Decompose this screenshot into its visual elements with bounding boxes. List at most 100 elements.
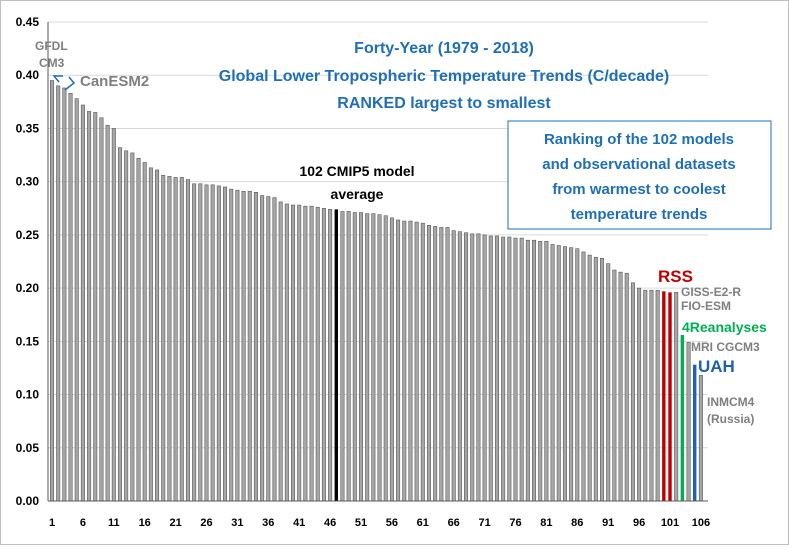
bar-51 (358, 212, 363, 502)
bar-58 (402, 220, 407, 502)
bars (49, 80, 703, 502)
ranking-note-line-3: from warmest to coolest (552, 181, 725, 198)
bar-104 (686, 342, 691, 502)
bar-87 (581, 251, 586, 502)
y-axis-tick-labels: 0.00 0.05 0.10 0.15 0.20 0.25 0.30 0.35 0.40 0.45 (16, 15, 40, 508)
x-tick-label: 61 (417, 517, 429, 529)
bar-73 (494, 235, 499, 502)
bar-6 (80, 104, 85, 502)
bar-94 (624, 272, 629, 502)
bar-1 (49, 80, 54, 502)
bar-14 (130, 152, 135, 502)
bar-31 (235, 189, 240, 502)
bar-22 (179, 177, 184, 502)
bar-98 (649, 289, 654, 502)
ranking-note-line-1: Ranking of the 102 models (544, 131, 734, 148)
x-tick-label: 106 (692, 517, 710, 529)
bar-97 (643, 289, 648, 502)
bar-65 (445, 227, 450, 502)
bar-99 (655, 289, 660, 502)
title-line-1: Forty-Year (1979 - 2018) (354, 40, 534, 57)
bar-67 (457, 231, 462, 502)
bar-88 (587, 254, 592, 502)
bar-82 (550, 244, 555, 502)
reanalyses-label: 4Reanalyses (682, 319, 767, 335)
bar-75 (507, 236, 512, 502)
bar-92 (612, 269, 617, 502)
bar-44 (315, 206, 320, 502)
y-tick-label: 0.20 (16, 281, 40, 295)
bar-25 (198, 183, 203, 502)
bar-40 (291, 204, 296, 502)
bar-101 (668, 292, 672, 501)
bar-15 (136, 157, 141, 502)
canesm-bracket-right (64, 76, 76, 91)
bar-57 (396, 219, 401, 502)
y-tick-label: 0.30 (16, 175, 40, 189)
y-tick-label: 0.45 (16, 15, 40, 29)
bar-28 (216, 185, 221, 502)
bar-91 (606, 263, 611, 502)
bar-59 (408, 220, 413, 502)
bar-96 (637, 287, 642, 502)
bar-105 (693, 364, 697, 501)
axes (47, 22, 708, 502)
bar-13 (124, 150, 129, 502)
bar-11 (111, 128, 116, 502)
bar-30 (229, 188, 234, 502)
bar-78 (525, 239, 530, 502)
bar-80 (538, 240, 543, 502)
bar-16 (142, 162, 147, 502)
bar-68 (464, 232, 469, 502)
bar-50 (352, 212, 357, 502)
x-tick-label: 76 (509, 517, 521, 529)
bar-55 (383, 215, 388, 502)
bar-60 (414, 221, 419, 502)
ranking-note-line-2: and observational datasets (542, 156, 735, 173)
bar-34 (253, 192, 258, 502)
bar-90 (600, 258, 605, 502)
bar-5 (74, 98, 79, 502)
title-line-2: Global Lower Tropospheric Temperature Tr… (219, 68, 669, 85)
average-label-line-1: 102 CMIP5 model (299, 163, 414, 179)
bar-84 (562, 246, 567, 502)
bar-86 (575, 248, 580, 502)
x-tick-label: 56 (386, 517, 398, 529)
bar-7 (87, 111, 92, 502)
annotation-model-average: 102 CMIP5 model average (299, 163, 414, 202)
bar-8 (93, 112, 98, 502)
bar-53 (371, 213, 376, 502)
bar-85 (569, 247, 574, 502)
bar-43 (309, 205, 314, 502)
bar-54 (377, 214, 382, 502)
bar-76 (513, 237, 518, 502)
bar-29 (223, 186, 228, 502)
bar-74 (501, 236, 506, 502)
uah-label: UAH (698, 357, 735, 376)
mri-label: MRI CGCM3 (691, 340, 760, 354)
bar-106 (698, 375, 703, 502)
bar-52 (365, 213, 370, 502)
bar-27 (210, 184, 215, 502)
bar-2 (56, 85, 61, 502)
bar-61 (420, 222, 425, 502)
bar-24 (192, 183, 197, 502)
bar-81 (544, 240, 549, 502)
bar-9 (99, 117, 104, 502)
bar-79 (532, 239, 537, 502)
bar-64 (439, 227, 444, 502)
annotation-gfdl: GFDL CM3 (35, 39, 68, 70)
ranking-note-line-4: temperature trends (571, 206, 708, 223)
giss-label: GISS-E2-R (681, 285, 741, 299)
bar-83 (556, 245, 561, 502)
bar-95 (630, 282, 635, 502)
x-tick-label: 21 (169, 517, 181, 529)
bar-93 (618, 271, 623, 502)
rss-label: RSS (658, 267, 693, 286)
x-tick-label: 26 (200, 517, 212, 529)
bar-66 (451, 230, 456, 502)
bar-41 (297, 204, 302, 502)
x-tick-label: 41 (293, 517, 305, 529)
x-tick-label: 46 (324, 517, 336, 529)
x-axis-tick-labels: 1 6 11 16 21 26 31 36 41 46 51 56 61 66 71 76 81 86 91 96 10… (49, 517, 710, 529)
